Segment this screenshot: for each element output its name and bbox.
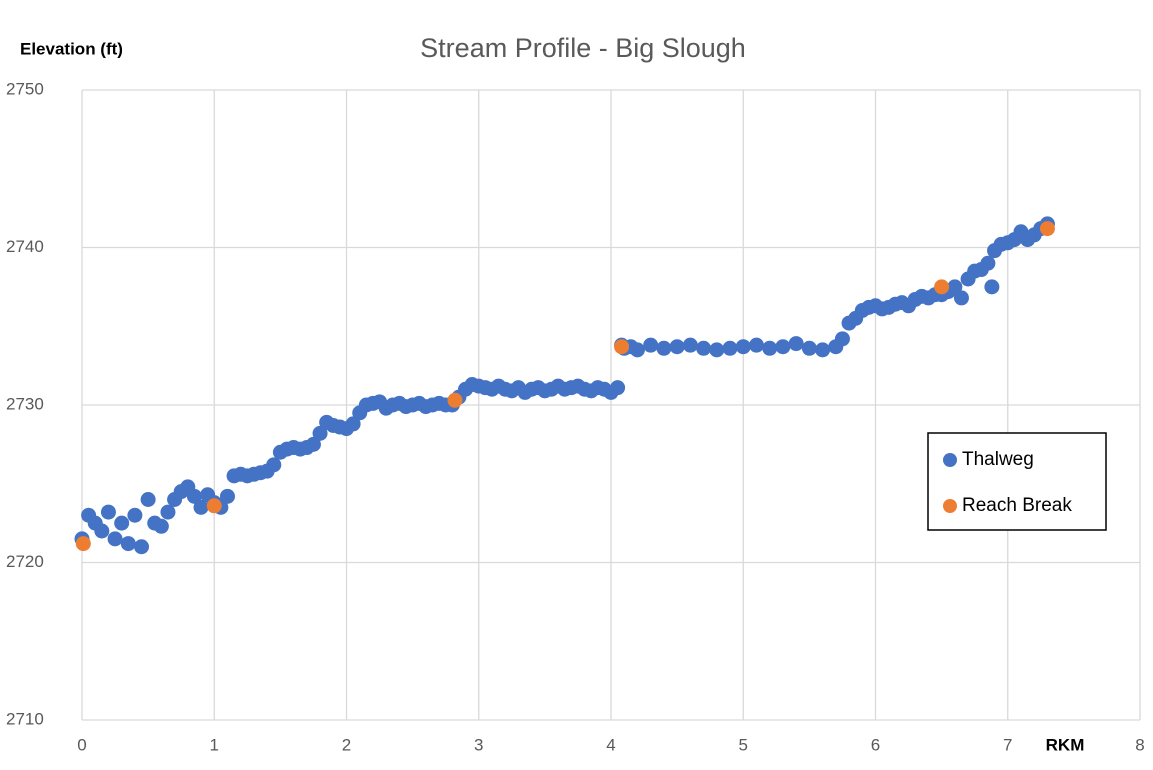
point <box>696 340 712 356</box>
x-tick-label: 1 <box>210 735 219 754</box>
point <box>206 498 222 514</box>
x-tick-label: 8 <box>1135 735 1144 754</box>
point <box>984 279 1000 295</box>
point <box>75 536 91 552</box>
point <box>762 340 778 356</box>
point <box>312 425 328 441</box>
legend-marker <box>943 499 957 513</box>
point <box>305 436 321 452</box>
point <box>160 504 176 520</box>
point <box>775 339 791 355</box>
y-tick-label: 2750 <box>6 79 44 98</box>
x-tick-label: 4 <box>606 735 615 754</box>
chart-title: Stream Profile - Big Slough <box>420 33 746 63</box>
point <box>266 457 282 473</box>
point <box>801 340 817 356</box>
point <box>815 342 831 358</box>
point <box>629 342 645 358</box>
point <box>193 499 209 515</box>
point <box>722 340 738 356</box>
point <box>834 331 850 347</box>
x-tick-label: 3 <box>474 735 483 754</box>
point <box>614 339 630 355</box>
y-tick-label: 2740 <box>6 237 44 256</box>
point <box>1039 221 1055 237</box>
point <box>934 279 950 295</box>
point <box>153 518 169 534</box>
y-tick-label: 2730 <box>6 394 44 413</box>
point <box>669 339 685 355</box>
legend-label: Thalweg <box>962 449 1034 470</box>
point <box>953 290 969 306</box>
x-axis-label: RKM <box>1046 735 1085 754</box>
x-tick-label: 6 <box>871 735 880 754</box>
point <box>120 536 136 552</box>
point <box>140 492 156 507</box>
point <box>656 340 672 356</box>
point <box>947 279 963 295</box>
point <box>682 337 698 353</box>
point <box>748 337 764 353</box>
legend-marker <box>943 453 957 467</box>
legend-box <box>927 432 1107 531</box>
point <box>709 342 725 358</box>
point <box>735 339 751 355</box>
point <box>100 504 116 520</box>
point <box>114 515 130 531</box>
point <box>980 255 996 271</box>
y-axis-label: Elevation (ft) <box>20 39 123 58</box>
point <box>127 507 143 523</box>
point <box>610 380 626 396</box>
point <box>94 523 110 539</box>
legend-label: Reach Break <box>962 495 1072 516</box>
y-tick-label: 2710 <box>6 709 44 728</box>
point <box>219 488 235 504</box>
point <box>107 531 123 547</box>
point <box>643 337 659 353</box>
x-tick-label: 7 <box>1003 735 1012 754</box>
point <box>134 539 150 555</box>
y-tick-label: 2720 <box>6 552 44 571</box>
point <box>186 488 202 504</box>
point <box>788 336 804 352</box>
point <box>345 416 361 432</box>
x-tick-label: 0 <box>77 735 86 754</box>
x-tick-label: 2 <box>342 735 351 754</box>
x-tick-label: 5 <box>739 735 748 754</box>
point <box>447 392 463 408</box>
